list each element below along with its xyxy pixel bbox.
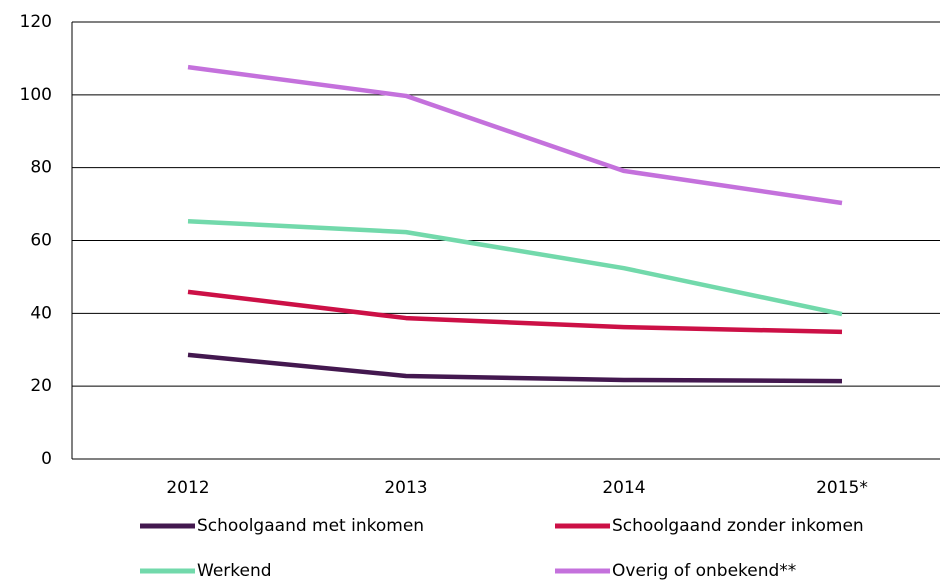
y-tick-label: 100: [20, 85, 52, 105]
legend-label: Schoolgaand zonder inkomen: [612, 516, 864, 536]
legend-label: Overig of onbekend**: [612, 561, 796, 581]
y-tick-label: 80: [30, 158, 52, 178]
y-tick-label: 40: [30, 303, 52, 323]
series-line: [187, 64, 843, 206]
series-line: [187, 289, 843, 335]
x-tick-label: 2015*: [816, 478, 868, 498]
x-tick-label: 2013: [384, 478, 427, 498]
y-tick-label: 120: [20, 12, 52, 32]
legend-label: Schoolgaand met inkomen: [197, 516, 424, 536]
y-tick-label: 60: [30, 231, 52, 251]
y-tick-label: 20: [30, 376, 52, 396]
x-tick-label: 2012: [166, 478, 209, 498]
x-tick-label: 2014: [602, 478, 645, 498]
legend-label: Werkend: [197, 561, 272, 581]
series-line: [187, 352, 843, 384]
series-line: [187, 218, 843, 317]
y-tick-label: 0: [41, 449, 52, 469]
